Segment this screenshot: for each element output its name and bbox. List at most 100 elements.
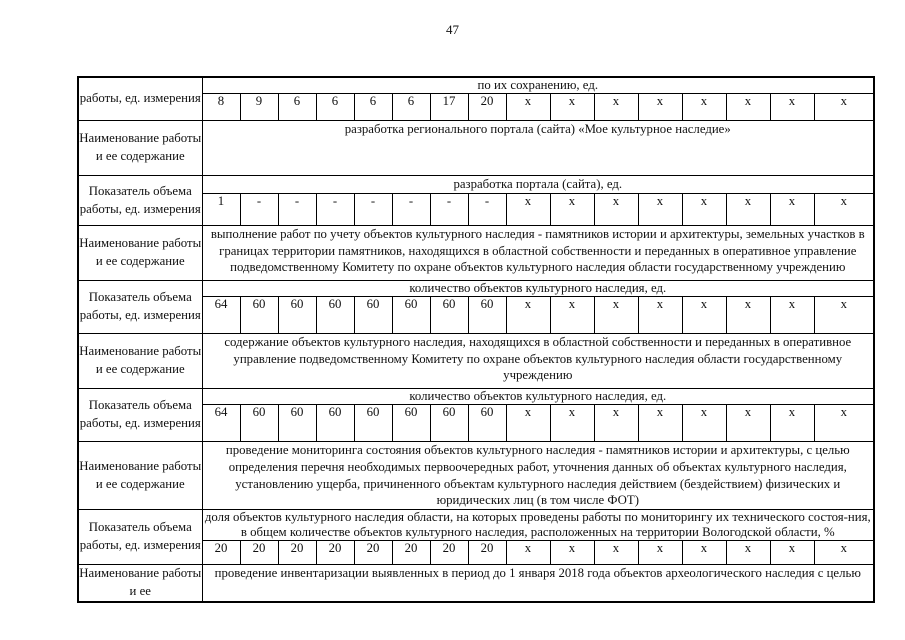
value-cell: 60 (429, 404, 469, 443)
value-cell: x (637, 296, 683, 335)
indicator-subheader-row: работы, ед. измерения по их сохранению, е… (77, 76, 875, 122)
indicator-values-row: 8 9 6 6 6 6 17 20 x x x x x x x x (78, 93, 875, 122)
work-description-cell: проведение мониторинга состояния объекто… (201, 441, 875, 510)
value-cell: x (593, 193, 639, 227)
value-cell: 20 (467, 93, 507, 122)
value-cell: 60 (353, 296, 393, 335)
value-cell: x (769, 296, 815, 335)
value-cell: - (315, 193, 355, 227)
work-name-row: Наименование работы и ее содержание содер… (77, 333, 875, 390)
value-cell: x (813, 539, 875, 565)
value-cell: x (505, 539, 551, 565)
indicator-header-cell: количество объектов культурного наследия… (201, 280, 875, 298)
work-name-row: Наименование работы и ее содержание разра… (77, 120, 875, 177)
value-cell: x (769, 404, 815, 443)
value-cell: x (505, 404, 551, 443)
value-cell: x (813, 296, 875, 335)
value-cell: x (549, 539, 595, 565)
indicator-subheader-row: Показатель объема работы, ед. измерения д… (77, 508, 875, 565)
value-cell: x (637, 193, 683, 227)
value-cell: 60 (391, 404, 431, 443)
value-cell: - (277, 193, 317, 227)
value-cell: - (429, 193, 469, 227)
value-cell: 20 (201, 539, 241, 565)
value-cell: x (725, 296, 771, 335)
value-cell: 20 (353, 539, 393, 565)
value-cell: - (391, 193, 431, 227)
page-number: 47 (446, 22, 459, 37)
value-cell: 6 (391, 93, 431, 122)
work-description-cell: проведение инвентаризации выявленных в п… (201, 563, 875, 603)
indicator-header-cell: доля объектов культурного наследия облас… (201, 508, 875, 541)
value-cell: 6 (353, 93, 393, 122)
row-label-cell: Наименование работы и ее содержание (77, 120, 203, 177)
work-description-cell: разработка регионального портала (сайта)… (201, 120, 875, 177)
value-cell: 20 (391, 539, 431, 565)
value-cell: 60 (467, 404, 507, 443)
value-cell: - (239, 193, 279, 227)
value-cell: x (725, 193, 771, 227)
value-cell: 6 (315, 93, 355, 122)
value-cell: 60 (315, 296, 355, 335)
value-cell: 64 (201, 296, 241, 335)
value-cell: x (681, 296, 727, 335)
indicator-values-row: 64 60 60 60 60 60 60 60 x x x x x x x x (78, 296, 875, 335)
value-cell: x (813, 93, 875, 122)
value-cell: x (593, 539, 639, 565)
value-cell: 60 (467, 296, 507, 335)
value-cell: 6 (277, 93, 317, 122)
indicator-subheader-row: Показатель объема работы, ед. измерения к… (77, 280, 875, 335)
value-cell: 60 (391, 296, 431, 335)
value-cell: x (593, 404, 639, 443)
value-cell: x (681, 93, 727, 122)
indicator-subheader-row: Показатель объема работы, ед. измерения к… (77, 388, 875, 443)
indicator-header-cell: разработка портала (сайта), ед. (201, 175, 875, 195)
value-cell: 20 (429, 539, 469, 565)
table-body: работы, ед. измерения по их сохранению, е… (77, 76, 875, 603)
value-cell: 60 (277, 296, 317, 335)
value-cell: 60 (239, 296, 279, 335)
work-description-cell: выполнение работ по учету объектов культ… (201, 225, 875, 282)
row-label-cell: работы, ед. измерения (77, 76, 203, 122)
work-indicators-table: работы, ед. измерения по их сохранению, е… (77, 76, 876, 603)
work-name-row: Наименование работы и ее содержание прове… (77, 441, 875, 510)
value-cell: 20 (467, 539, 507, 565)
work-name-row: Наименование работы и ее содержание выпол… (77, 225, 875, 282)
value-cell: 64 (201, 404, 241, 443)
row-label-cell: Показатель объема работы, ед. измерения (77, 508, 203, 565)
value-cell: x (549, 404, 595, 443)
value-cell: x (637, 93, 683, 122)
value-cell: x (725, 404, 771, 443)
row-label-cell: Наименование работы и ее содержание (77, 441, 203, 510)
row-label-cell: Показатель объема работы, ед. измерения (77, 280, 203, 335)
value-cell: x (681, 193, 727, 227)
work-description-cell: содержание объектов культурного наследия… (201, 333, 875, 390)
value-cell: 60 (315, 404, 355, 443)
value-cell: x (813, 404, 875, 443)
value-cell: 60 (429, 296, 469, 335)
value-cell: x (813, 193, 875, 227)
value-cell: x (549, 296, 595, 335)
value-cell: 1 (201, 193, 241, 227)
row-label-cell: Наименование работы и ее содержание (77, 333, 203, 390)
row-label-cell: Показатель объема работы, ед. измерения (77, 388, 203, 443)
value-cell: x (725, 93, 771, 122)
work-name-row: Наименование работы и ее проведение инвен… (77, 563, 875, 603)
value-cell: x (769, 93, 815, 122)
value-cell: x (505, 193, 551, 227)
value-cell: x (769, 539, 815, 565)
indicator-values-row: 64 60 60 60 60 60 60 60 x x x x x x x x (78, 404, 875, 443)
value-cell: x (549, 193, 595, 227)
value-cell: - (467, 193, 507, 227)
indicator-header-cell: по их сохранению, ед. (201, 76, 875, 95)
value-cell: x (681, 404, 727, 443)
value-cell: 20 (315, 539, 355, 565)
row-label-cell: Наименование работы и ее содержание (77, 225, 203, 282)
value-cell: 60 (239, 404, 279, 443)
value-cell: x (505, 296, 551, 335)
value-cell: x (637, 404, 683, 443)
value-cell: - (353, 193, 393, 227)
value-cell: x (593, 296, 639, 335)
value-cell: x (637, 539, 683, 565)
